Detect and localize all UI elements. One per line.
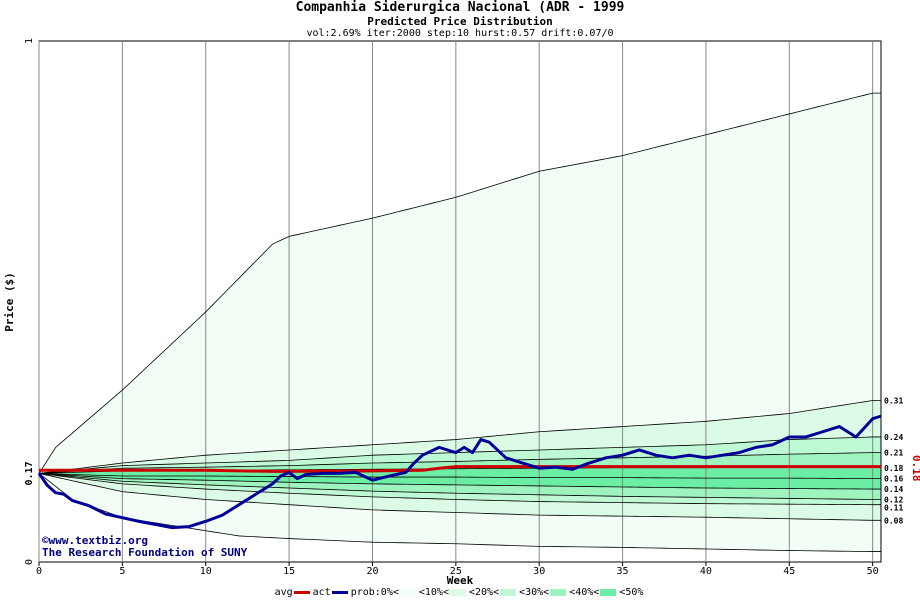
x-tick-label: 40 — [700, 566, 712, 577]
last-price-label: 0.18 — [910, 455, 920, 482]
band-boundary-line — [38, 473, 881, 500]
y-tick-label: 1 — [24, 38, 35, 44]
x-tick-label: 10 — [200, 566, 212, 577]
x-tick-label: 30 — [533, 566, 545, 577]
x-tick-label: 15 — [283, 566, 295, 577]
right-price-label: 0.11 — [884, 503, 903, 512]
probability-bands — [39, 93, 881, 552]
credit-website: ©www.textbiz.org — [42, 534, 148, 547]
legend-swatch — [293, 590, 310, 594]
axis-ticks: 0 5 10 15 20 25 30 35 40 45 50 0 1 0.17 — [24, 38, 879, 577]
legend-swatch — [550, 588, 567, 596]
probability-band-5 — [39, 473, 881, 490]
right-price-label: 0.18 — [884, 464, 903, 473]
band-boundary-line — [38, 452, 881, 474]
legend-label: <20%< — [468, 587, 500, 598]
price-labels: 0.31 0.24 0.21 0.18 0.160.140.120.11 0.08 0.18 — [884, 396, 920, 525]
series-lines — [37, 414, 882, 530]
legend-item: <40%< — [569, 587, 617, 598]
probability-band-0 — [39, 93, 881, 474]
right-price-label: 0.14 — [884, 485, 903, 494]
credit-organization: The Research Foundation of SUNY — [42, 546, 248, 559]
series-line-avg — [39, 465, 881, 473]
probability-band-6 — [39, 473, 881, 500]
legend-label: act — [312, 587, 331, 598]
probability-band-1 — [39, 400, 881, 474]
band-boundary-line — [38, 473, 881, 521]
probability-band-4 — [39, 466, 881, 479]
right-price-label: 0.31 — [884, 396, 903, 405]
legend-label: <40%< — [569, 587, 600, 598]
legend-item: <20%< — [469, 587, 517, 598]
band-boundary-line — [38, 400, 881, 474]
x-tick-label: 50 — [867, 566, 879, 577]
legend: avg act prob:0%< <10%< <20%< <30%< <40%< <50% — [0, 587, 920, 598]
band-boundary-line — [38, 473, 881, 480]
right-price-label: 0.08 — [884, 516, 903, 525]
probability-band-9 — [39, 473, 881, 552]
legend-item: prob:0%< — [351, 587, 417, 598]
band-boundary-line — [38, 92, 881, 474]
legend-swatch — [600, 588, 617, 596]
x-tick-label: 45 — [783, 566, 795, 577]
legend-swatch — [500, 588, 517, 596]
chart-subtitle: Predicted Price Distribution — [367, 15, 553, 28]
legend-item: <10%< — [419, 587, 467, 598]
right-price-label: 0.16 — [884, 475, 903, 484]
right-price-label: 0.12 — [884, 495, 903, 504]
legend-label: prob:0%< — [350, 587, 399, 598]
right-price-label: 0.21 — [884, 449, 903, 458]
x-tick-label: 35 — [617, 566, 629, 577]
band-boundary-line — [38, 473, 881, 506]
legend-item: avg — [275, 587, 311, 598]
grid-lines — [38, 40, 882, 563]
probability-band-8 — [39, 473, 881, 521]
band-boundary-line — [38, 473, 881, 490]
chart-title: Companhia Siderurgica Nacional (ADR - 19… — [295, 0, 625, 15]
legend-swatch — [331, 590, 348, 594]
legend-label: <50% — [619, 587, 644, 598]
right-price-label: 0.24 — [884, 433, 903, 442]
legend-item: <50% — [619, 587, 643, 598]
x-tick-label: 20 — [366, 566, 378, 577]
start-price-label: 0.17 — [24, 461, 35, 485]
legend-swatch — [449, 588, 466, 596]
x-tick-label: 25 — [450, 566, 462, 577]
band-boundary-line — [38, 436, 881, 474]
chart-params: vol:2.69% iter:2000 step:10 hurst:0.57 d… — [306, 28, 614, 39]
x-tick-label: 0 — [36, 566, 42, 577]
y-axis-label: Price ($) — [3, 272, 16, 332]
x-tick-label: 5 — [119, 566, 125, 577]
legend-item: act — [313, 587, 349, 598]
legend-label: <30%< — [519, 587, 550, 598]
series-line-act — [37, 414, 882, 530]
legend-swatch — [399, 588, 416, 596]
x-axis-label: Week — [447, 574, 474, 587]
legend-label: avg — [274, 587, 293, 598]
legend-label: <10%< — [418, 587, 449, 598]
legend-item: <30%< — [519, 587, 567, 598]
y-tick-label: 0 — [24, 559, 35, 565]
